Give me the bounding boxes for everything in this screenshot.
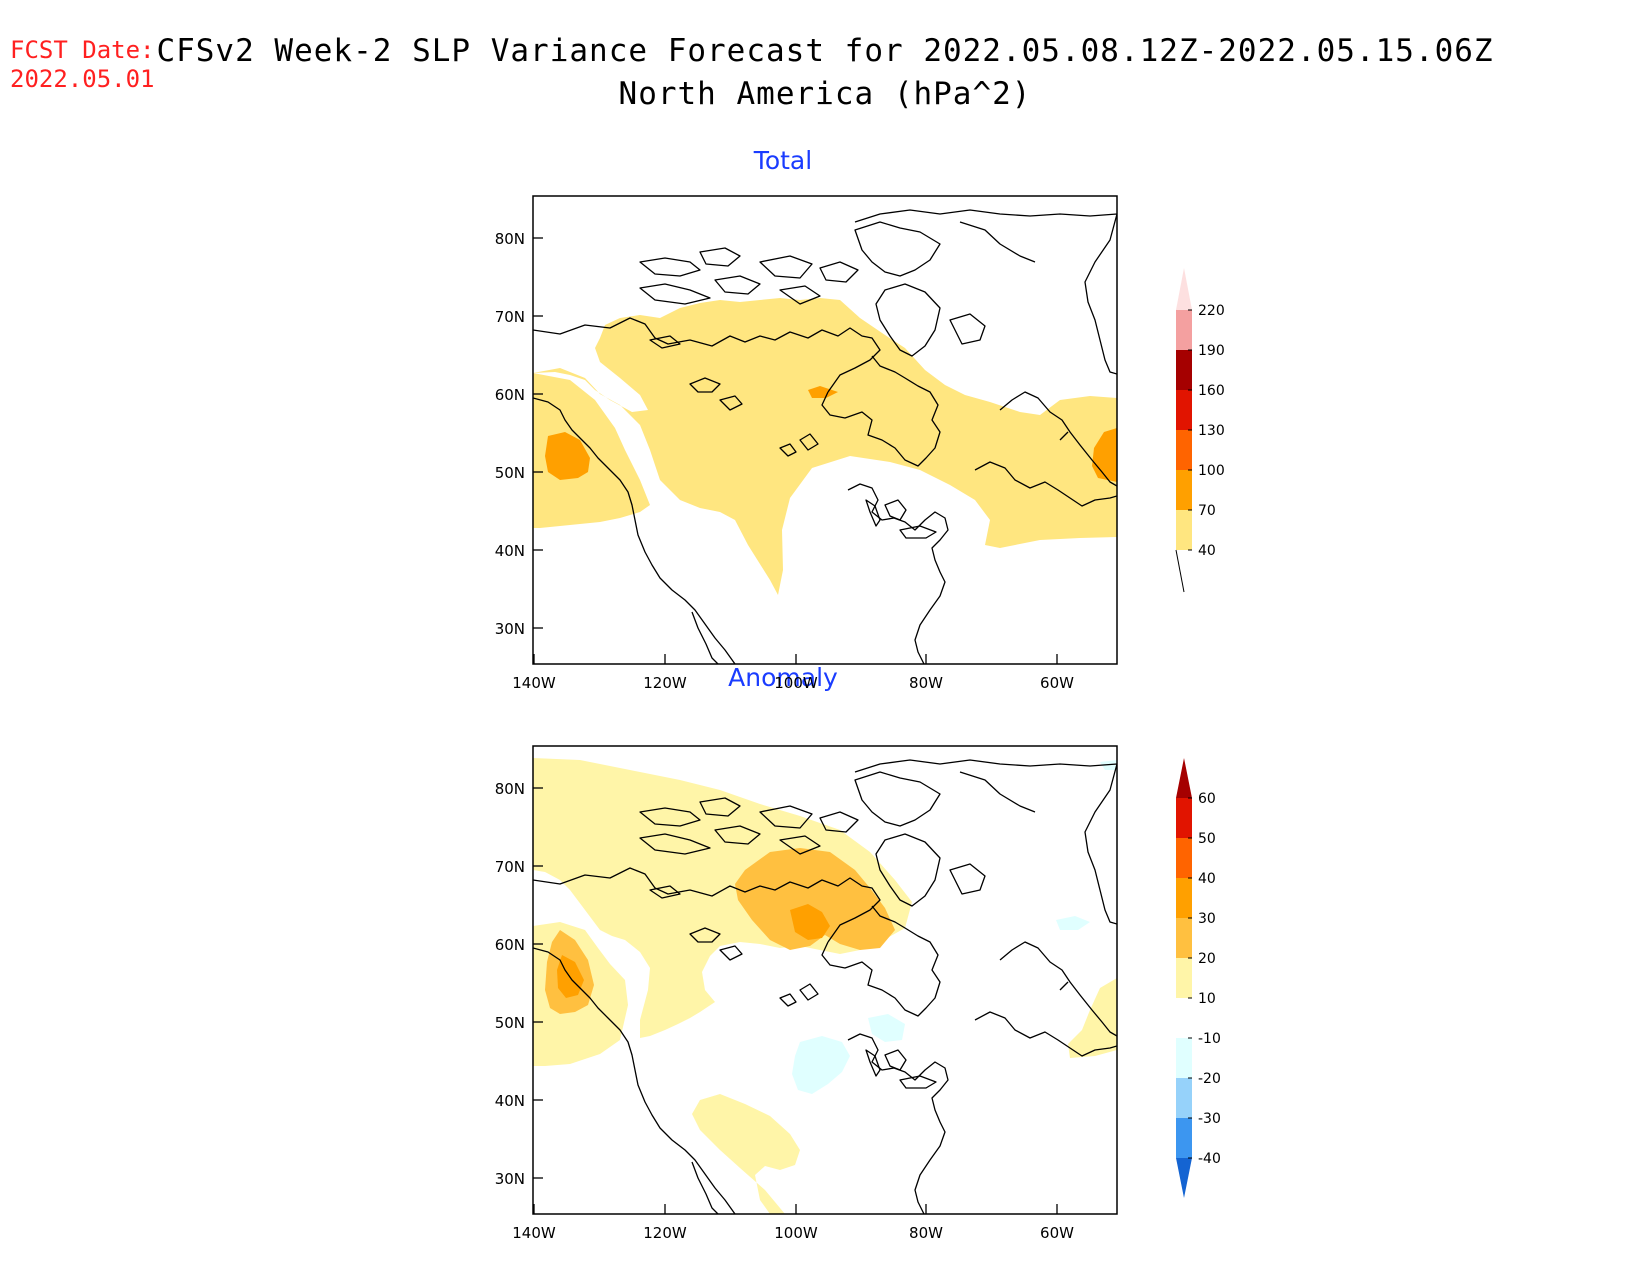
anomaly-colorbar-label: 30 <box>1198 911 1216 927</box>
anomaly-colorbar-label: -30 <box>1198 1111 1221 1127</box>
total-colorbar-top-arrow <box>1176 268 1192 310</box>
anomaly-lat-60n: 60N <box>495 936 525 954</box>
anomaly-colorbar-swatch <box>1176 918 1192 958</box>
page-title: CFSv2 Week-2 SLP Variance Forecast for 2… <box>150 30 1500 116</box>
anomaly-lon-140w: 140W <box>512 1224 556 1242</box>
anomaly-ticks <box>533 787 1058 1214</box>
total-lat-labels: 80N 70N 60N 50N 40N 30N <box>495 230 525 638</box>
title-line-2: North America (hPa^2) <box>618 76 1032 112</box>
anomaly-colorbar-swatch <box>1176 1038 1192 1078</box>
forecast-date-value: 2022.05.01 <box>10 65 155 93</box>
total-colorbar-swatch <box>1176 350 1192 390</box>
total-colorbar-label: 160 <box>1198 383 1225 399</box>
anomaly-colorbar-swatch <box>1176 878 1192 918</box>
total-lat-60n: 60N <box>495 386 525 404</box>
total-colorbar-label: 220 <box>1198 303 1225 319</box>
total-lon-100w: 100W <box>774 674 818 692</box>
anomaly-colorbar-label: -40 <box>1198 1151 1221 1167</box>
total-lat-80n: 80N <box>495 230 525 248</box>
total-lat-70n: 70N <box>495 308 525 326</box>
anomaly-lon-labels: 140W 120W 100W 80W 60W <box>512 1224 1074 1242</box>
anomaly-colorbar-label: -20 <box>1198 1071 1221 1087</box>
panel-title-total: Total <box>753 146 813 175</box>
anomaly-lat-30n: 30N <box>495 1170 525 1188</box>
total-colorbar-label: 70 <box>1198 503 1216 519</box>
total-map <box>533 196 1117 664</box>
anomaly-colorbar-label: 10 <box>1198 991 1216 1007</box>
anomaly-lon-100w: 100W <box>774 1224 818 1242</box>
anomaly-colorbar: 60 50 40 30 20 10 -10 -20 -30 -40 <box>1176 758 1221 1198</box>
total-lat-40n: 40N <box>495 542 525 560</box>
total-colorbar-label: 130 <box>1198 423 1225 439</box>
total-lon-80w: 80W <box>909 674 943 692</box>
anomaly-lat-labels: 80N 70N 60N 50N 40N 30N <box>495 780 525 1188</box>
anomaly-colorbar-bottom-arrow <box>1176 1158 1192 1198</box>
total-lon-140w: 140W <box>512 674 556 692</box>
anomaly-map <box>533 746 1117 1214</box>
total-colorbar-swatch <box>1176 310 1192 350</box>
anomaly-colorbar-swatch <box>1176 958 1192 998</box>
total-colorbar-swatch <box>1176 390 1192 430</box>
anomaly-lat-50n: 50N <box>495 1014 525 1032</box>
anomaly-colorbar-swatch <box>1176 1118 1192 1158</box>
total-colorbar-label: 100 <box>1198 463 1225 479</box>
anomaly-lat-80n: 80N <box>495 780 525 798</box>
anomaly-colorbar-swatch <box>1176 998 1192 1038</box>
total-colorbar-swatch <box>1176 470 1192 510</box>
anomaly-lon-60w: 60W <box>1040 1224 1074 1242</box>
anomaly-colorbar-swatch <box>1176 838 1192 878</box>
anomaly-colorbar-swatch <box>1176 1078 1192 1118</box>
anomaly-colorbar-label: 60 <box>1198 791 1216 807</box>
anomaly-lon-80w: 80W <box>909 1224 943 1242</box>
total-lon-60w: 60W <box>1040 674 1074 692</box>
title-line-1: CFSv2 Week-2 SLP Variance Forecast for 2… <box>156 33 1494 69</box>
anomaly-lat-40n: 40N <box>495 1092 525 1110</box>
forecast-date-label: FCST Date: <box>10 36 155 64</box>
panel-title-anomaly: Anomaly <box>728 663 838 692</box>
total-colorbar-bottom-arrow <box>1175 549 1185 593</box>
anomaly-colorbar-label: 20 <box>1198 951 1216 967</box>
anomaly-colorbar-swatch <box>1176 798 1192 838</box>
total-lat-30n: 30N <box>495 620 525 638</box>
total-colorbar-swatch <box>1176 510 1192 550</box>
anomaly-colorbar-label: 50 <box>1198 831 1216 847</box>
total-ticks <box>533 237 1058 664</box>
anomaly-lon-120w: 120W <box>643 1224 687 1242</box>
anomaly-colorbar-top-arrow <box>1176 758 1192 798</box>
anomaly-lat-70n: 70N <box>495 858 525 876</box>
total-colorbar: 40 70 100 130 160 190 220 <box>1175 268 1225 593</box>
anomaly-colorbar-label: -10 <box>1198 1031 1221 1047</box>
forecast-date: FCST Date: 2022.05.01 <box>10 36 155 94</box>
total-colorbar-label: 190 <box>1198 343 1225 359</box>
total-lat-50n: 50N <box>495 464 525 482</box>
anomaly-colorbar-label: 40 <box>1198 871 1216 887</box>
total-lon-labels: 140W 120W 100W 80W 60W <box>512 674 1074 692</box>
total-lon-120w: 120W <box>643 674 687 692</box>
total-colorbar-label: 40 <box>1198 543 1216 559</box>
total-colorbar-swatch <box>1176 430 1192 470</box>
